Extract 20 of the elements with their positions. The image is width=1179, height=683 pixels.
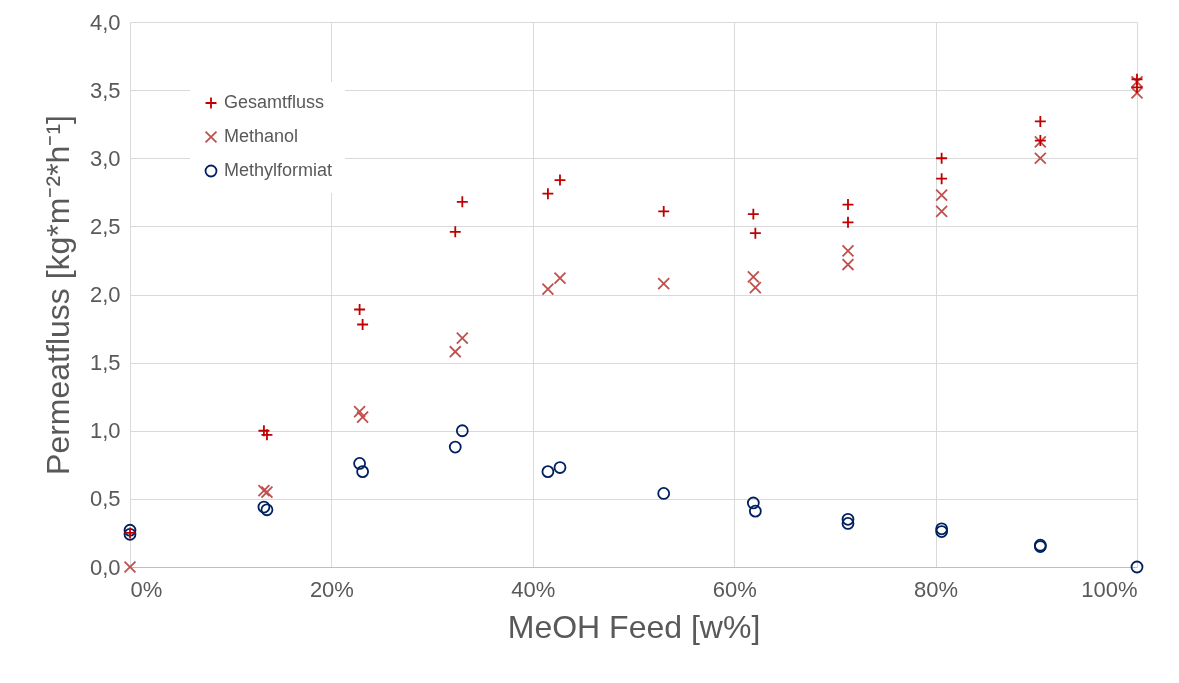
y-axis-title: Permeatfluss [kg*m⁻²*h⁻¹] bbox=[39, 115, 76, 475]
x-tick-label: 0% bbox=[130, 576, 163, 602]
legend-label: Methanol bbox=[224, 126, 299, 146]
x-tick-label: 80% bbox=[914, 576, 959, 602]
x-tick-label: 60% bbox=[712, 576, 757, 602]
y-tick-label: 2,5 bbox=[89, 213, 121, 239]
y-tick-label: 0,5 bbox=[89, 486, 121, 512]
legend-label: Methylformiat bbox=[224, 160, 333, 180]
legend-label: Gesamtfluss bbox=[224, 92, 325, 112]
x-tick-label: 20% bbox=[309, 576, 354, 602]
x-axis-title: MeOH Feed [w%] bbox=[507, 608, 761, 645]
y-tick-label: 0,0 bbox=[89, 554, 121, 580]
y-tick-label: 4,0 bbox=[89, 9, 121, 35]
x-tick-label: 40% bbox=[511, 576, 556, 602]
y-tick-label: 1,5 bbox=[89, 350, 121, 376]
y-tick-label: 2,0 bbox=[89, 282, 121, 307]
x-tick-label: 100% bbox=[1081, 576, 1138, 602]
y-tick-label: 3,0 bbox=[89, 145, 121, 171]
y-tick-label: 3,5 bbox=[89, 77, 121, 103]
y-tick-label: 1,0 bbox=[89, 418, 121, 444]
